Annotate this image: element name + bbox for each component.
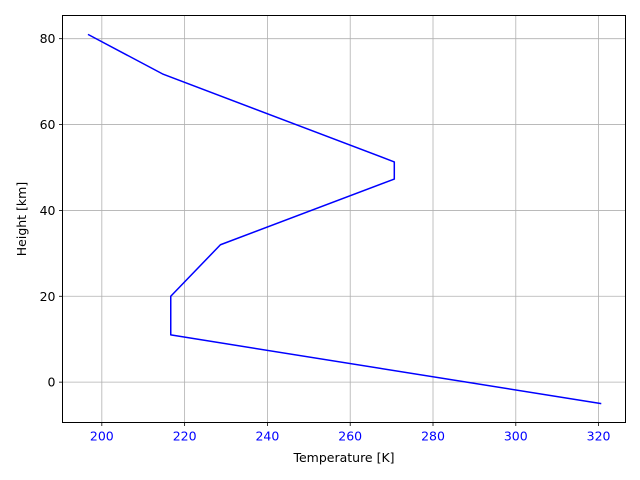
x-tick-label: 280: [421, 429, 445, 444]
temperature-profile-line: [87, 33, 602, 405]
x-tick-label: 220: [173, 429, 197, 444]
y-tick-label: 0: [48, 375, 56, 390]
y-tick-label: 40: [40, 203, 56, 218]
x-tick-label: 300: [504, 429, 528, 444]
plot-frame: [62, 15, 626, 423]
y-tick-label: 60: [40, 117, 56, 132]
x-tick-label: 200: [90, 429, 114, 444]
axis-ticks: 200 220 240 260 280 300 320 0 20 40 60 80: [40, 31, 611, 443]
grid-lines: [62, 15, 626, 423]
y-tick-label: 20: [40, 289, 56, 304]
y-tick-label: 80: [40, 31, 56, 46]
x-axis-label: Temperature [K]: [292, 450, 394, 465]
y-axis-label: Height [km]: [14, 182, 29, 256]
x-tick-label: 320: [587, 429, 611, 444]
x-tick-label: 240: [255, 429, 279, 444]
x-tick-label: 260: [338, 429, 362, 444]
